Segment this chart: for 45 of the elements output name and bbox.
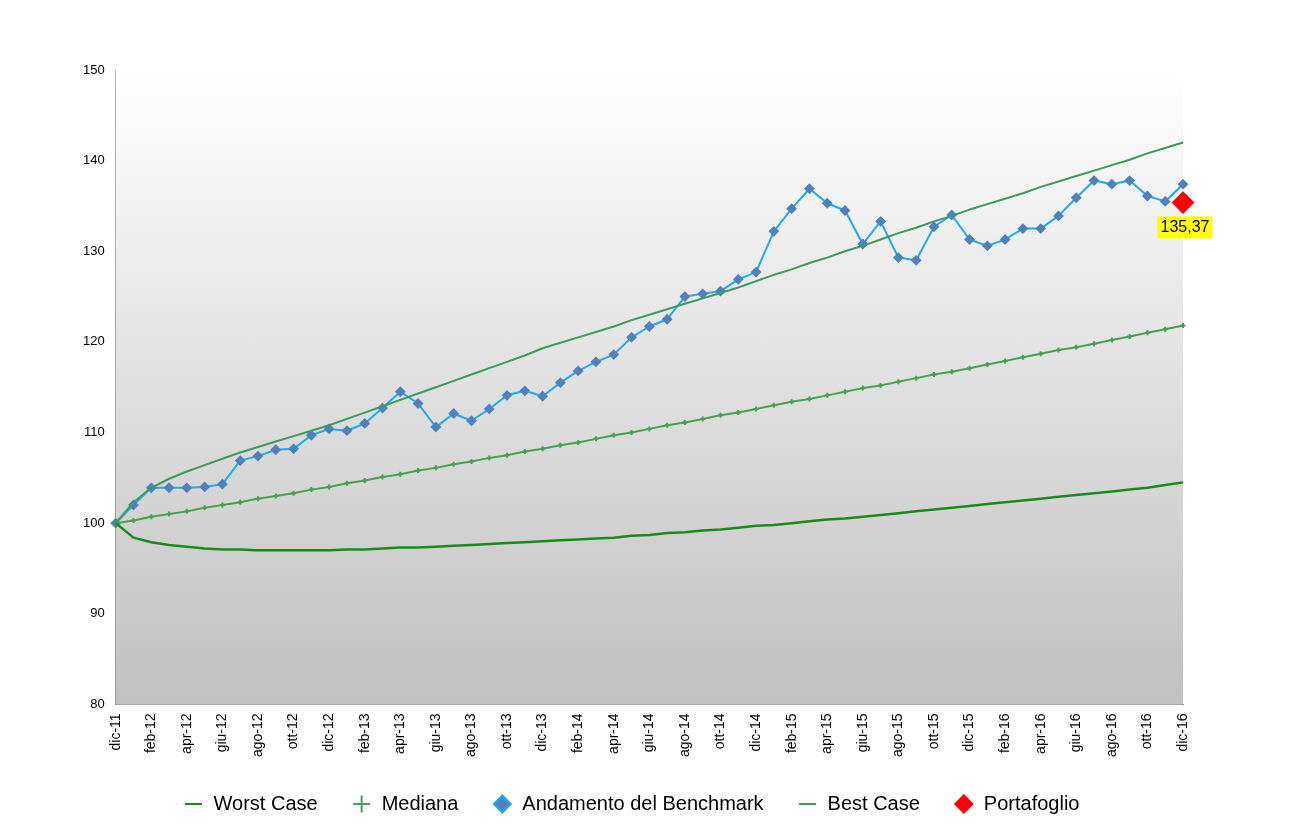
x-tick-label: giu-16 — [1067, 713, 1084, 753]
x-tick-label: ago-16 — [1102, 713, 1119, 757]
x-tick-label: dic-16 — [1173, 713, 1190, 752]
x-tick-label: apr-15 — [818, 713, 835, 754]
x-tick-label: feb-16 — [995, 713, 1012, 754]
x-tick-label: ott-13 — [497, 713, 514, 750]
x-tick-label: giu-13 — [426, 713, 443, 753]
y-tick-label: 110 — [83, 424, 105, 440]
legend-label: Worst Case — [213, 791, 318, 814]
x-tick-label: dic-11 — [106, 713, 123, 751]
x-tick-label: apr-16 — [1031, 713, 1048, 754]
x-tick-label: dic-13 — [533, 713, 550, 752]
x-tick-label: dic-12 — [320, 713, 337, 752]
x-tick-label: feb-13 — [355, 713, 372, 754]
x-tick-label: feb-14 — [569, 713, 586, 754]
x-tick-label: giu-15 — [853, 713, 870, 753]
x-tick-label: feb-15 — [782, 713, 799, 754]
x-tick-label: ago-13 — [462, 713, 479, 757]
x-tick-label: ott-16 — [1138, 713, 1155, 750]
x-tick-label: apr-14 — [604, 713, 621, 754]
y-tick-label: 140 — [82, 152, 105, 168]
y-tick-label: 150 — [82, 61, 105, 77]
legend-label: Best Case — [827, 791, 920, 814]
y-tick-label: 120 — [82, 333, 105, 349]
x-tick-label: ago-14 — [675, 713, 692, 757]
y-tick-label: 100 — [82, 514, 105, 530]
x-tick-label: ott-14 — [711, 713, 728, 750]
y-tick-label: 90 — [90, 605, 105, 621]
x-tick-label: ago-12 — [248, 713, 265, 757]
x-tick-label: giu-14 — [640, 713, 657, 753]
x-tick-label: ago-15 — [889, 713, 906, 757]
x-tick-label: apr-12 — [177, 713, 194, 754]
x-tick-label: dic-14 — [746, 713, 763, 752]
x-tick-label: ott-15 — [924, 713, 941, 750]
legend-label: Mediana — [381, 791, 460, 814]
x-tick-label: ott-12 — [284, 713, 301, 750]
y-tick-label: 130 — [82, 242, 105, 258]
data-label: 135,37 — [1160, 218, 1210, 235]
legend-label: Portafoglio — [983, 791, 1080, 814]
x-tick-label: giu-12 — [213, 713, 230, 753]
y-tick-label: 80 — [90, 695, 105, 711]
x-tick-label: feb-12 — [142, 713, 159, 754]
x-tick-label: apr-13 — [391, 713, 408, 754]
x-tick-label: dic-15 — [960, 713, 977, 752]
legend-label: Andamento del Benchmark — [522, 791, 765, 814]
